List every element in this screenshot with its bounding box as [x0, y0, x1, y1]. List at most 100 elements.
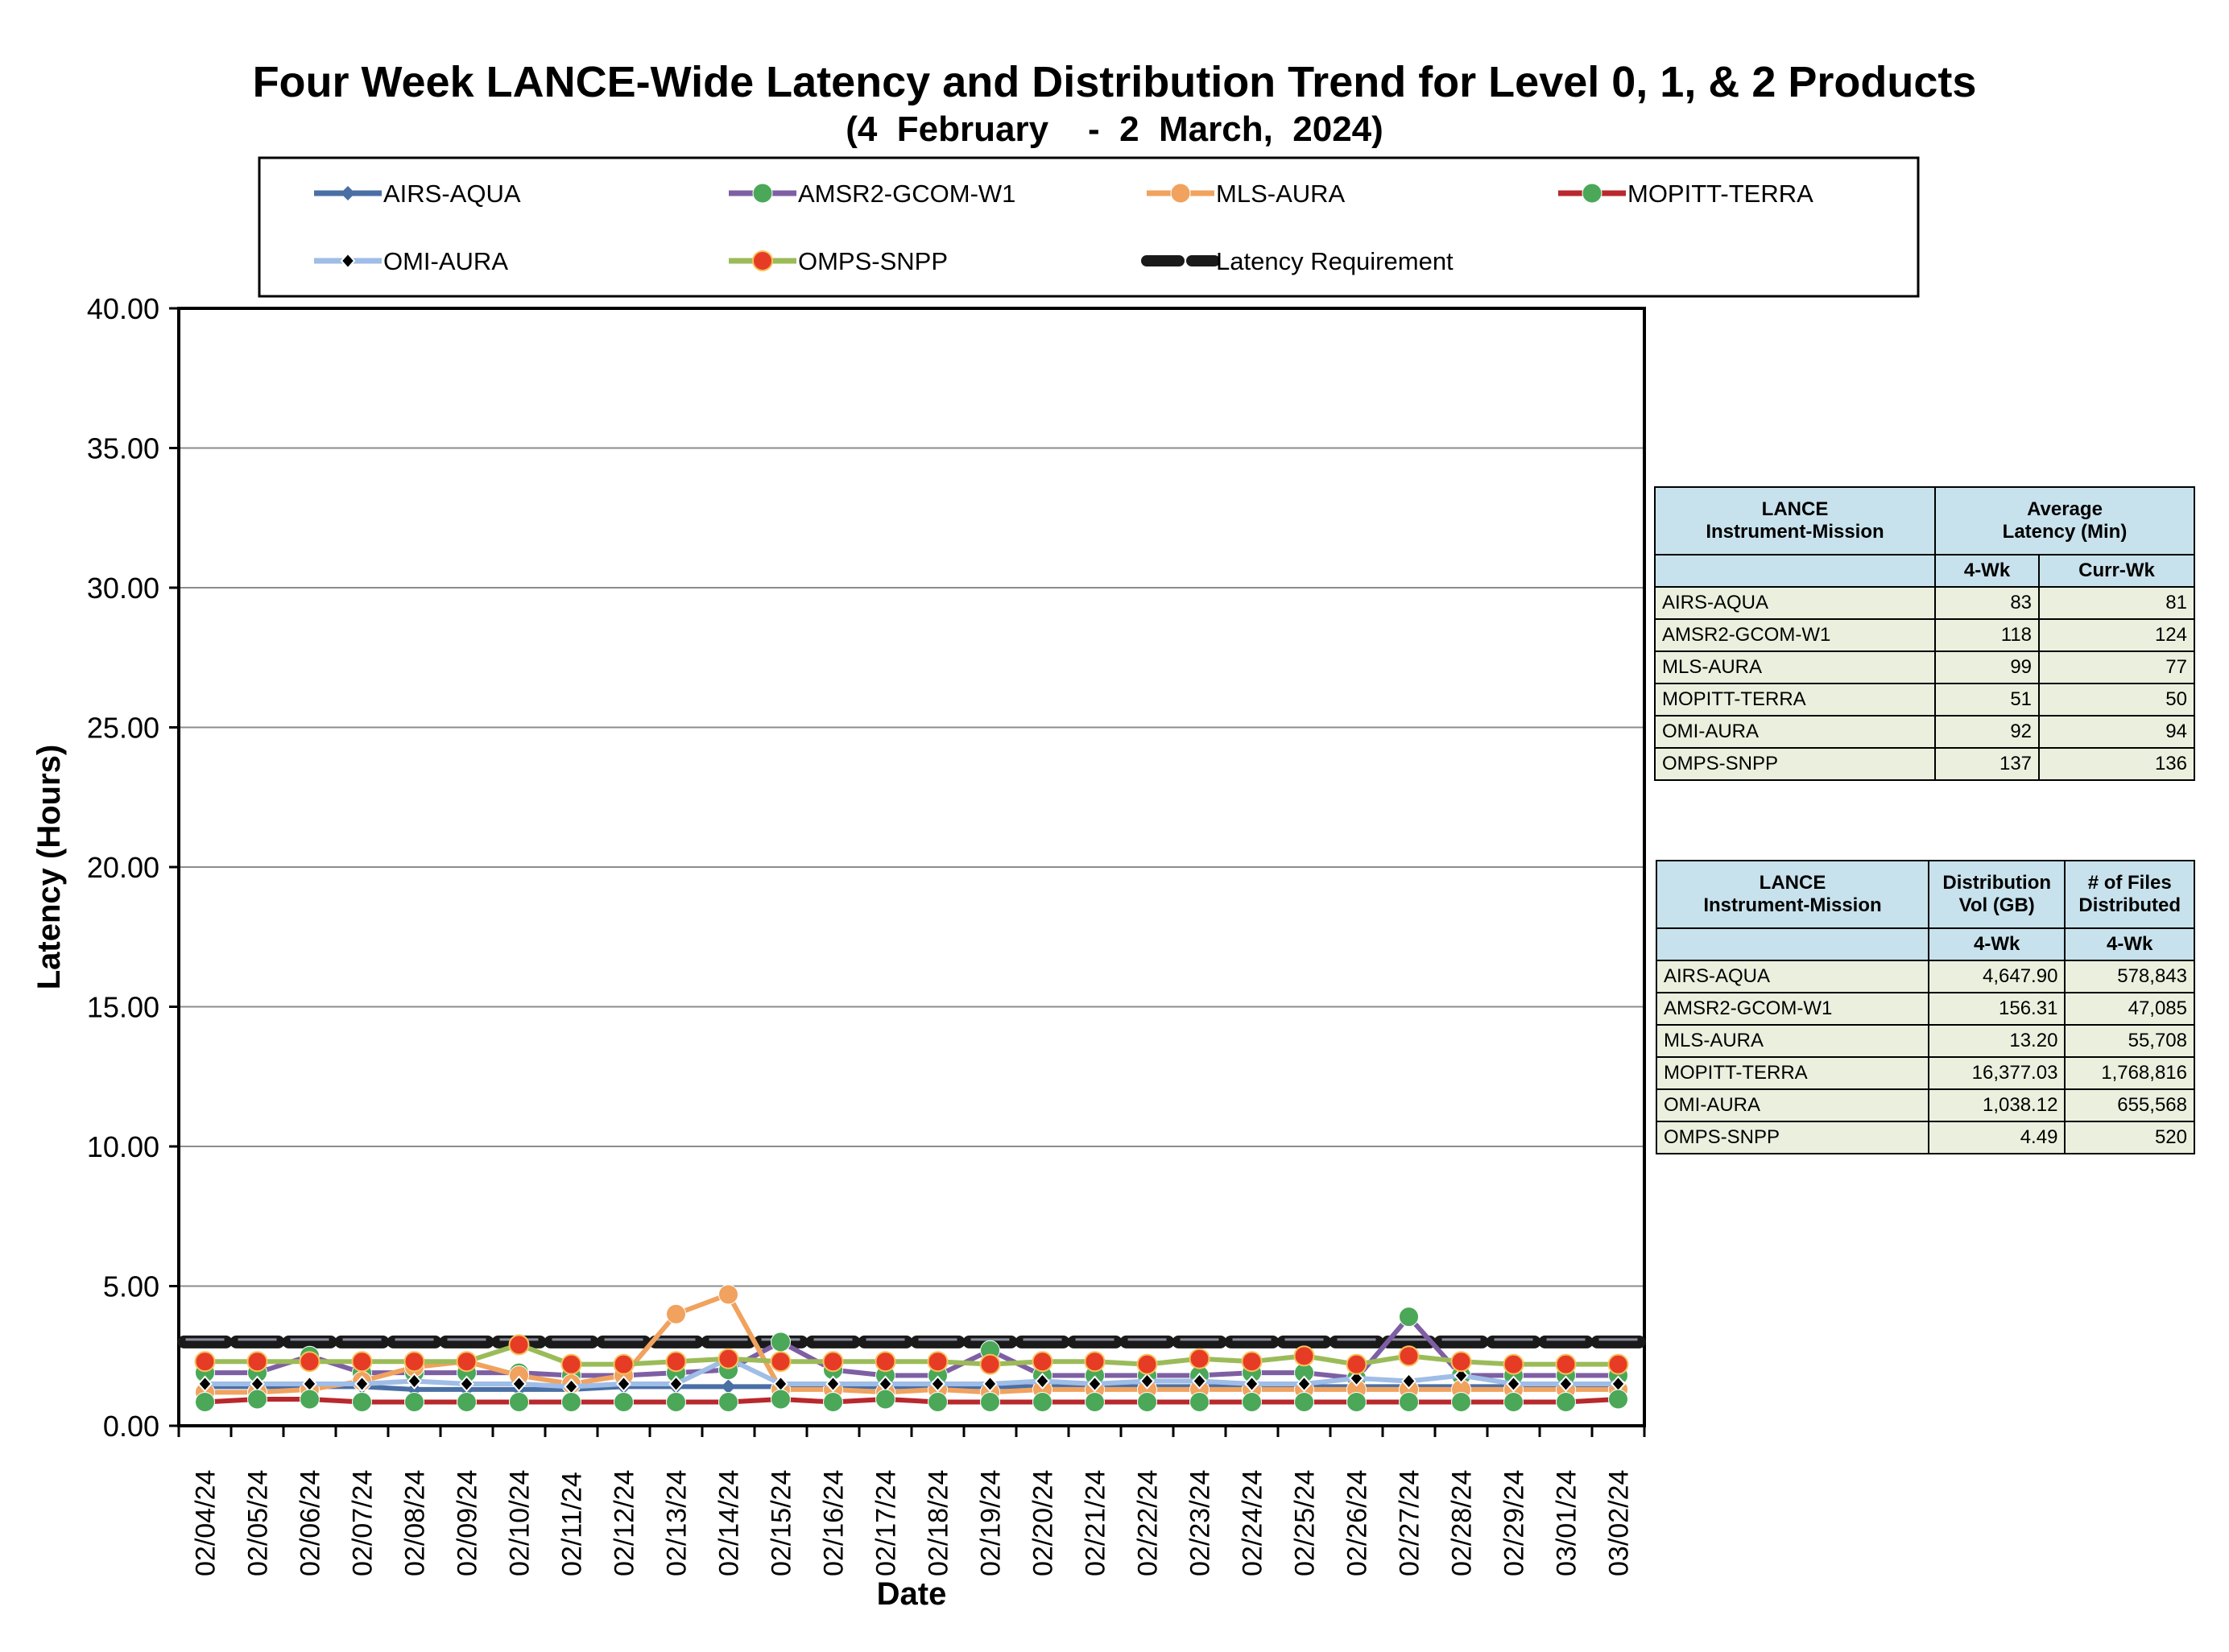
data-point — [403, 1351, 425, 1373]
row-value: 118 — [1933, 618, 2041, 652]
table-row: MOPITT-TERRA 51 50 — [1654, 683, 2195, 717]
latency-table: LANCE Instrument-Mission Average Latency… — [1654, 486, 2195, 781]
data-point — [1139, 1372, 1155, 1390]
table-row: AMSR2-GCOM-W1 156.31 47,085 — [1656, 992, 2195, 1026]
data-point — [1503, 1353, 1524, 1375]
data-point — [823, 1392, 843, 1413]
data-point — [927, 1351, 949, 1373]
legend-item: MOPITT-TERRA — [1558, 180, 1813, 208]
row-name: MOPITT-TERRA — [1654, 683, 1936, 717]
latency-header-group: LANCE Instrument-Mission — [1654, 486, 1936, 555]
x-tick-label: 02/27/24 — [1395, 1470, 1425, 1576]
table-row: MOPITT-TERRA 16,377.03 1,768,816 — [1656, 1056, 2195, 1090]
row-name: MLS-AURA — [1654, 650, 1936, 684]
data-point — [928, 1392, 948, 1413]
row-value: 578,843 — [2064, 960, 2195, 993]
data-point — [979, 1353, 1001, 1375]
data-point — [300, 1389, 320, 1410]
x-tick-label: 02/07/24 — [348, 1470, 378, 1576]
data-point — [1555, 1353, 1577, 1375]
row-value: 136 — [2038, 747, 2195, 781]
legend-label: MOPITT-TERRA — [1627, 180, 1813, 208]
latency-header-value: Average Latency (Min) — [1934, 486, 2195, 555]
data-point — [668, 1375, 684, 1393]
series-group — [177, 1284, 1646, 1413]
data-point — [770, 1351, 792, 1373]
x-tick-label: 02/15/24 — [767, 1470, 797, 1576]
data-point — [1558, 1375, 1574, 1393]
data-point — [982, 1375, 998, 1393]
legend-label: OMI-AURA — [383, 247, 508, 275]
data-point — [407, 1372, 422, 1390]
row-name: AMSR2-GCOM-W1 — [1656, 992, 1929, 1026]
row-name: OMPS-SNPP — [1656, 1121, 1929, 1154]
table-row: AIRS-AQUA 83 81 — [1654, 586, 2195, 620]
series-line — [205, 1314, 1619, 1381]
row-value: 77 — [2038, 650, 2195, 684]
distribution-header-files: # of Files Distributed — [2064, 860, 2195, 929]
data-point — [404, 1392, 424, 1413]
legend-label: OMPS-SNPP — [798, 247, 948, 275]
x-tick-label: 02/25/24 — [1290, 1470, 1321, 1576]
x-tick-label: 02/18/24 — [924, 1470, 954, 1576]
data-point — [1242, 1392, 1262, 1413]
row-value: 92 — [1933, 715, 2041, 749]
x-tick-label: 02/20/24 — [1028, 1470, 1059, 1576]
row-name: AIRS-AQUA — [1654, 586, 1936, 620]
series-line — [205, 1384, 1619, 1392]
data-point — [930, 1375, 945, 1393]
data-point — [1607, 1353, 1629, 1375]
data-point — [1401, 1372, 1416, 1390]
x-tick-label: 03/02/24 — [1604, 1470, 1635, 1576]
legend-item: MLS-AURA — [1147, 180, 1346, 208]
x-tick-label: 02/09/24 — [453, 1470, 483, 1576]
data-point — [195, 1392, 215, 1413]
legend-marker — [752, 183, 773, 204]
x-tick-label: 02/13/24 — [662, 1470, 693, 1576]
x-tick-label: 02/16/24 — [819, 1470, 850, 1576]
data-point — [771, 1389, 791, 1410]
chart-subtitle: (4 February - 2 March, 2024) — [846, 109, 1383, 149]
row-value: 1,038.12 — [1927, 1088, 2066, 1122]
legend-marker — [1582, 183, 1602, 204]
row-value: 124 — [2038, 618, 2195, 652]
x-tick-label: 02/14/24 — [714, 1470, 745, 1576]
row-value: 1,768,816 — [2064, 1056, 2195, 1090]
x-axis: 02/04/24 02/05/24 02/06/24 02/07/24 02/08/24… — [177, 1426, 1646, 1576]
series-mopitt-terra — [195, 1389, 1628, 1413]
row-value: 51 — [1933, 683, 2041, 717]
data-point — [197, 1375, 213, 1393]
data-point — [1608, 1389, 1628, 1410]
legend-marker — [341, 186, 355, 200]
y-tick-label: 10.00 — [87, 1130, 159, 1163]
table-row: OMI-AURA 92 94 — [1654, 715, 2195, 749]
data-point — [511, 1375, 527, 1393]
data-point — [1192, 1372, 1207, 1390]
y-axis-label: Latency (Hours) — [31, 745, 67, 990]
data-point — [352, 1392, 372, 1413]
x-tick-label: 02/28/24 — [1447, 1470, 1478, 1576]
latency-col-4wk: 4-Wk — [1933, 554, 2041, 588]
row-name: OMPS-SNPP — [1654, 747, 1936, 781]
y-tick-label: 35.00 — [87, 432, 159, 465]
legend-label: MLS-AURA — [1216, 180, 1346, 208]
row-value: 4,647.90 — [1927, 960, 2066, 993]
row-value: 83 — [1933, 586, 2041, 620]
row-name: AIRS-AQUA — [1656, 960, 1929, 993]
data-point — [1556, 1392, 1576, 1413]
x-tick-label: 02/22/24 — [1133, 1470, 1164, 1576]
data-point — [1346, 1392, 1367, 1413]
y-tick-label: 25.00 — [87, 712, 159, 745]
data-point — [354, 1375, 370, 1393]
latency-subheader-blank — [1654, 554, 1936, 588]
distribution-table: LANCE Instrument-Mission Distribution Vo… — [1656, 860, 2195, 1154]
y-tick-label: 40.00 — [87, 292, 159, 325]
x-tick-label: 02/19/24 — [976, 1470, 1007, 1576]
data-point — [508, 1334, 530, 1356]
table-row: MLS-AURA 99 77 — [1654, 650, 2195, 684]
legend-item: AIRS-AQUA — [314, 180, 521, 208]
data-point — [299, 1351, 320, 1373]
data-point — [1035, 1372, 1050, 1390]
x-tick-label: 02/23/24 — [1185, 1470, 1216, 1576]
